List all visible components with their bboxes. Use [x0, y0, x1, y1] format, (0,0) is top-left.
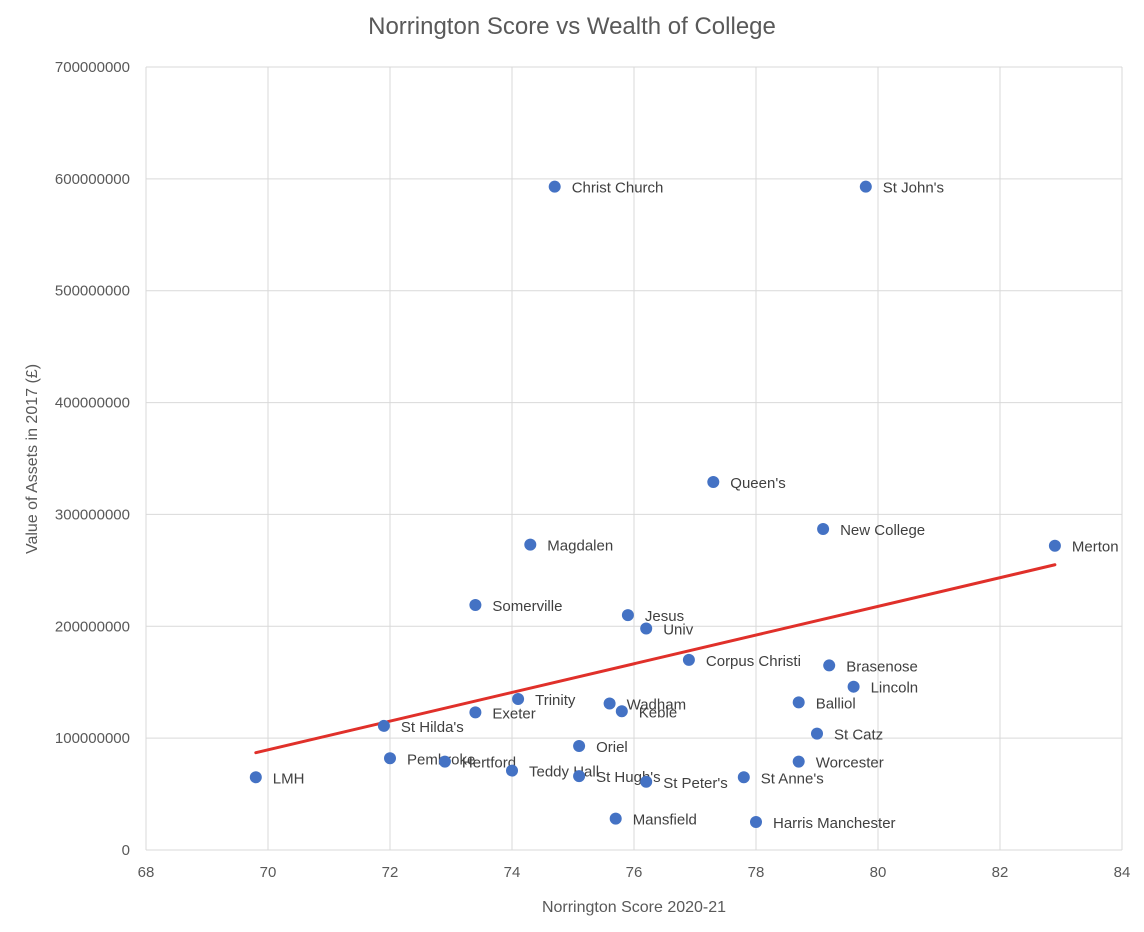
y-tick-label: 400000000	[55, 395, 130, 412]
y-tick-label: 700000000	[55, 59, 130, 76]
y-tick-label: 300000000	[55, 506, 130, 523]
data-point	[573, 770, 586, 783]
x-tick-label: 74	[504, 864, 521, 881]
data-point	[469, 599, 482, 612]
tick-layer: 68 70 72 74 76 78 80 82 84 0 100000000 200000000 300…	[55, 59, 1130, 881]
data-point-label: Magdalen	[547, 538, 613, 555]
x-tick-label: 82	[992, 864, 1009, 881]
y-tick-label: 500000000	[55, 283, 130, 300]
data-point-label: New College	[840, 522, 925, 539]
data-point	[621, 609, 634, 622]
data-point-label: Wadham	[627, 696, 686, 713]
data-point	[615, 705, 628, 718]
x-axis-title: Norrington Score 2020-21	[542, 899, 726, 916]
data-point-label: St Hilda's	[401, 719, 464, 736]
chart-title: Norrington Score vs Wealth of College	[368, 13, 776, 40]
data-point	[609, 812, 622, 825]
data-point-label: Lincoln	[871, 680, 919, 697]
data-point	[750, 816, 762, 829]
trendline	[254, 563, 1057, 755]
data-point	[384, 752, 396, 765]
data-point	[640, 775, 653, 788]
data-point	[792, 696, 805, 709]
data-point	[811, 727, 823, 740]
y-tick-label: 100000000	[55, 730, 130, 747]
data-point-label: Jesus	[645, 608, 684, 625]
data-point-label: St Catz	[834, 727, 883, 744]
data-point	[817, 522, 830, 535]
data-point-label: Trinity	[535, 692, 576, 709]
data-point	[859, 180, 872, 193]
data-point	[512, 692, 525, 705]
data-point	[737, 771, 750, 784]
data-point-label: Teddy Hall	[529, 764, 599, 781]
data-point	[603, 697, 616, 710]
data-point-label: Univ	[663, 622, 694, 639]
y-axis-title: Value of Assets in 2017 (£)	[24, 364, 41, 554]
data-point-label: St Peter's	[663, 775, 728, 792]
x-tick-label: 68	[138, 864, 155, 881]
data-point	[438, 755, 451, 768]
data-point-label: Harris Manchester	[773, 815, 896, 832]
data-point	[573, 739, 586, 752]
data-point-label: Brasenose	[846, 658, 918, 675]
y-tick-label: 0	[122, 842, 130, 859]
data-point-label: Hertford	[462, 755, 516, 772]
data-point-label: Oriel	[596, 739, 628, 756]
x-tick-label: 70	[260, 864, 277, 881]
data-point	[1048, 539, 1061, 552]
data-point-label: Christ Church	[572, 180, 664, 197]
data-point-label: Worcester	[816, 755, 884, 772]
data-point-label: Somerville	[492, 598, 562, 615]
x-tick-label: 76	[626, 864, 643, 881]
data-point-label: Balliol	[816, 695, 856, 712]
data-point-label: Merton	[1072, 539, 1119, 556]
data-point	[823, 659, 836, 672]
data-point-label: Mansfield	[633, 812, 697, 829]
data-point	[548, 180, 561, 193]
data-point-label: Keble	[639, 704, 677, 721]
y-tick-label: 200000000	[55, 618, 130, 635]
data-point	[377, 719, 390, 732]
x-tick-label: 72	[382, 864, 399, 881]
x-tick-label: 84	[1114, 864, 1131, 881]
data-point-label: St Anne's	[761, 770, 824, 787]
data-point-label: Exeter	[492, 705, 535, 722]
data-point	[249, 771, 262, 784]
data-point-label: St John's	[883, 180, 944, 197]
data-point	[640, 622, 653, 635]
data-point-label: Corpus Christi	[706, 653, 801, 670]
grid-layer	[145, 66, 1123, 851]
data-point	[792, 755, 805, 768]
x-tick-label: 80	[870, 864, 887, 881]
data-point	[506, 764, 518, 777]
data-point	[469, 706, 482, 719]
data-point	[524, 538, 537, 551]
data-point	[847, 680, 860, 693]
y-tick-label: 600000000	[55, 171, 130, 188]
data-point-label: LMH	[273, 770, 305, 787]
trendline-layer	[254, 563, 1057, 755]
x-tick-label: 78	[748, 864, 765, 881]
data-point-label: Queen's	[730, 475, 785, 492]
data-point	[682, 653, 695, 666]
data-point	[707, 475, 720, 488]
